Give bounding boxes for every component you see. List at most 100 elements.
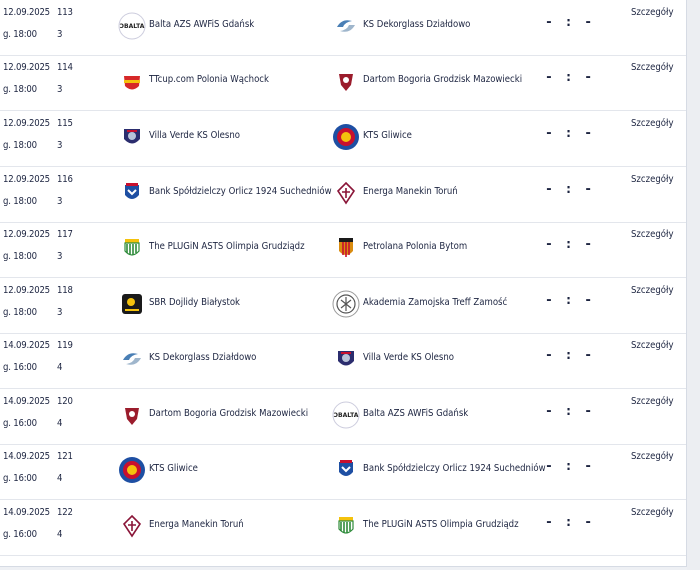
match-round: 3: [57, 251, 63, 262]
details-link[interactable]: Szczegóły: [631, 285, 674, 296]
away-team-name[interactable]: Balta AZS AWFiS Gdańsk: [363, 408, 469, 419]
match-score: - : -: [545, 404, 595, 419]
match-number: 122: [57, 507, 73, 518]
home-team-name[interactable]: Balta AZS AWFiS Gdańsk: [149, 19, 255, 30]
details-link[interactable]: Szczegóły: [631, 174, 674, 185]
kts-logo-icon: [117, 455, 147, 485]
away-team-name[interactable]: Akademia Zamojska Treff Zamość: [363, 297, 508, 308]
plugin-logo-icon: [331, 511, 361, 541]
match-round: 4: [57, 473, 63, 484]
away-team-name[interactable]: KTS Gliwice: [363, 130, 412, 141]
match-score: - : -: [545, 515, 595, 530]
match-round: 3: [57, 140, 63, 151]
match-time: g. 18:00: [3, 29, 37, 40]
polonia-wachock-logo-icon: [117, 66, 147, 96]
match-date: 12.09.2025: [3, 118, 50, 129]
villa-verde-logo-icon: [331, 344, 361, 374]
match-row: 12.09.2025 g. 18:00 114 3 TTcup.com Polonia …: [0, 55, 686, 111]
details-link[interactable]: Szczegóły: [631, 7, 674, 18]
home-team-name[interactable]: Bank Spółdzielczy Orlicz 1924 Suchedniów: [149, 186, 332, 197]
home-team-name[interactable]: The PLUGiN ASTS Olimpia Grudziądz: [149, 241, 305, 252]
match-number: 116: [57, 174, 73, 185]
akademia-logo-icon: [331, 289, 361, 319]
match-date: 12.09.2025: [3, 174, 50, 185]
match-row: 14.09.2025 g. 16:00 119 4 KS Dekorglass Dzia…: [0, 333, 686, 389]
match-time: g. 16:00: [3, 473, 37, 484]
match-date: 14.09.2025: [3, 340, 50, 351]
match-row: 12.09.2025 g. 18:00 117 3 The PLUGiN ASTS Ol…: [0, 222, 686, 278]
details-link[interactable]: Szczegóły: [631, 451, 674, 462]
match-number: 113: [57, 7, 73, 18]
home-team-name[interactable]: Energa Manekin Toruń: [149, 519, 244, 530]
match-date: 12.09.2025: [3, 285, 50, 296]
match-time: g. 18:00: [3, 196, 37, 207]
match-date: 14.09.2025: [3, 451, 50, 462]
dartom-logo-icon: [117, 400, 147, 430]
details-link[interactable]: Szczegóły: [631, 62, 674, 73]
match-score: - : -: [545, 15, 595, 30]
match-row: 14.09.2025 g. 16:00 122 4 Energa Manekin Tor…: [0, 500, 686, 556]
match-time: g. 16:00: [3, 529, 37, 540]
away-team-name[interactable]: Energa Manekin Toruń: [363, 186, 458, 197]
match-row: 12.09.2025 g. 18:00 113 3 ƆBALTA Balta AZS AW…: [0, 0, 686, 56]
match-round: 4: [57, 418, 63, 429]
match-score: - : -: [545, 182, 595, 197]
match-number: 118: [57, 285, 73, 296]
home-team-name[interactable]: KS Dekorglass Działdowo: [149, 352, 257, 363]
svg-text:ƆBALTA: ƆBALTA: [334, 412, 359, 419]
match-date: 14.09.2025: [3, 507, 50, 518]
schedule-table: 12.09.2025 g. 18:00 113 3 ƆBALTA Balta AZS AW…: [0, 0, 687, 567]
home-team-name[interactable]: TTcup.com Polonia Wąchock: [149, 74, 269, 85]
match-date: 14.09.2025: [3, 396, 50, 407]
match-row: 14.09.2025 g. 16:00 120 4 Dartom Bogoria Gro…: [0, 389, 686, 445]
away-team-name[interactable]: Bank Spółdzielczy Orlicz 1924 Suchedniów: [363, 463, 546, 474]
match-time: g. 16:00: [3, 418, 37, 429]
details-link[interactable]: Szczegóły: [631, 340, 674, 351]
match-round: 3: [57, 307, 63, 318]
away-team-name[interactable]: KS Dekorglass Działdowo: [363, 19, 471, 30]
match-score: - : -: [545, 293, 595, 308]
away-team-name[interactable]: Petrolana Polonia Bytom: [363, 241, 468, 252]
match-score: - : -: [545, 459, 595, 474]
dartom-logo-icon: [331, 66, 361, 96]
orlicz-logo-icon: [331, 455, 361, 485]
match-time: g. 18:00: [3, 251, 37, 262]
match-score: - : -: [545, 70, 595, 85]
home-team-name[interactable]: KTS Gliwice: [149, 463, 198, 474]
home-team-name[interactable]: Dartom Bogoria Grodzisk Mazowiecki: [149, 408, 309, 419]
match-score: - : -: [545, 348, 595, 363]
sbr-logo-icon: [117, 289, 147, 319]
match-date: 12.09.2025: [3, 229, 50, 240]
match-number: 115: [57, 118, 73, 129]
villa-verde-logo-icon: [117, 122, 147, 152]
details-link[interactable]: Szczegóły: [631, 507, 674, 518]
orlicz-logo-icon: [117, 178, 147, 208]
home-team-name[interactable]: Villa Verde KS Olesno: [149, 130, 241, 141]
match-time: g. 18:00: [3, 84, 37, 95]
match-row: 12.09.2025 g. 18:00 115 3 Villa Verde KS Ole…: [0, 111, 686, 167]
match-number: 119: [57, 340, 73, 351]
details-link[interactable]: Szczegóły: [631, 229, 674, 240]
match-row: 12.09.2025 g. 18:00 116 3 Bank Spółdzielczy …: [0, 167, 686, 223]
match-score: - : -: [545, 126, 595, 141]
away-team-name[interactable]: The PLUGiN ASTS Olimpia Grudziądz: [363, 519, 519, 530]
away-team-name[interactable]: Villa Verde KS Olesno: [363, 352, 455, 363]
details-link[interactable]: Szczegóły: [631, 118, 674, 129]
balta-logo-icon: ƆBALTA: [117, 11, 147, 41]
scrollbar[interactable]: [687, 0, 700, 570]
home-team-name[interactable]: SBR Dojlidy Białystok: [149, 297, 241, 308]
match-row: 14.09.2025 g. 16:00 121 4 KTS Gliwice Bank Sp…: [0, 444, 686, 500]
match-round: 4: [57, 529, 63, 540]
plugin-logo-icon: [117, 233, 147, 263]
match-time: g. 16:00: [3, 362, 37, 373]
energa-logo-icon: [331, 178, 361, 208]
details-link[interactable]: Szczegóły: [631, 396, 674, 407]
match-time: g. 18:00: [3, 140, 37, 151]
match-score: - : -: [545, 237, 595, 252]
match-date: 12.09.2025: [3, 62, 50, 73]
balta-logo-icon: ƆBALTA: [331, 400, 361, 430]
svg-text:ƆBALTA: ƆBALTA: [120, 23, 145, 30]
match-round: 3: [57, 84, 63, 95]
away-team-name[interactable]: Dartom Bogoria Grodzisk Mazowiecki: [363, 74, 523, 85]
match-date: 12.09.2025: [3, 7, 50, 18]
